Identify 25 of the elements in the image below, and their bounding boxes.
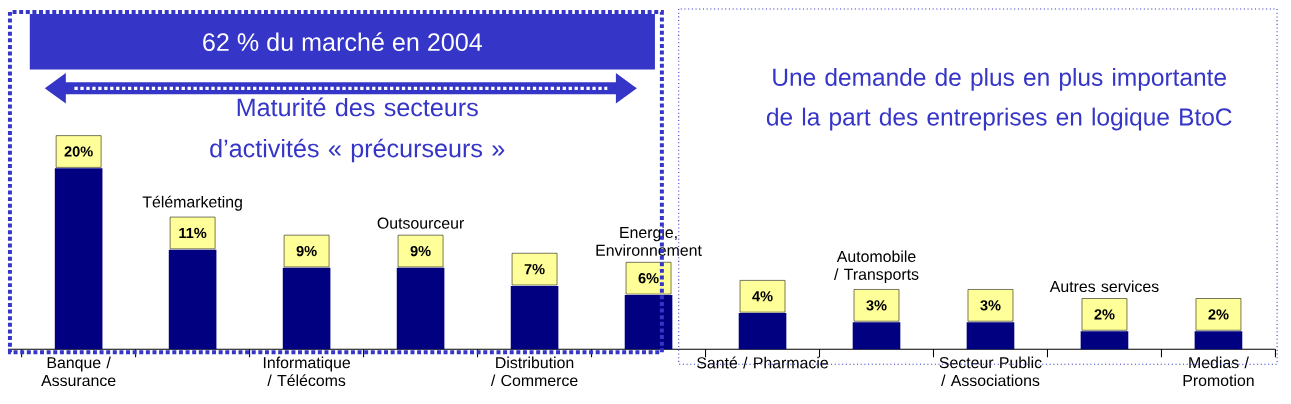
x-tick-label: Outsourceur [377,217,464,229]
data-label: 3% [866,300,887,311]
x-tick-label: Secteur Public / Associations [939,356,1042,387]
data-label: 6% [638,273,659,284]
x-tick-label: Automobile / Transports [834,250,919,284]
x-tick-label: Energie, Environnement [596,226,702,256]
x-tick-label: Télémarketing [142,195,242,211]
data-label: 11% [179,227,207,239]
data-label: 7% [524,264,545,275]
x-tick-label: Santé / Pharmacie [697,356,828,369]
data-label: 20% [64,146,93,157]
x-tick-label: Distribution / Commerce [490,356,578,387]
x-tick-label: Banque / Assurance [41,356,116,387]
data-label: 4% [752,291,773,302]
data-label: 2% [1094,309,1115,320]
data-label: 3% [980,300,1001,311]
data-label: 9% [410,245,431,257]
text: 62 % du marché en 2004 [203,32,483,52]
data-label: 2% [1208,309,1229,320]
text: Une demande de plus en plus importante de la part des entreprises en logique BtoC [766,68,1232,131]
x-tick-label: Autres services [1049,280,1159,293]
x-tick-label: Medias / Promotion [1183,356,1254,387]
x-tick-label: Informatique / Télécoms [263,356,350,387]
data-label: 9% [296,245,317,257]
text: Maturité des secteurs d’activités « précurseurs » [210,97,505,163]
